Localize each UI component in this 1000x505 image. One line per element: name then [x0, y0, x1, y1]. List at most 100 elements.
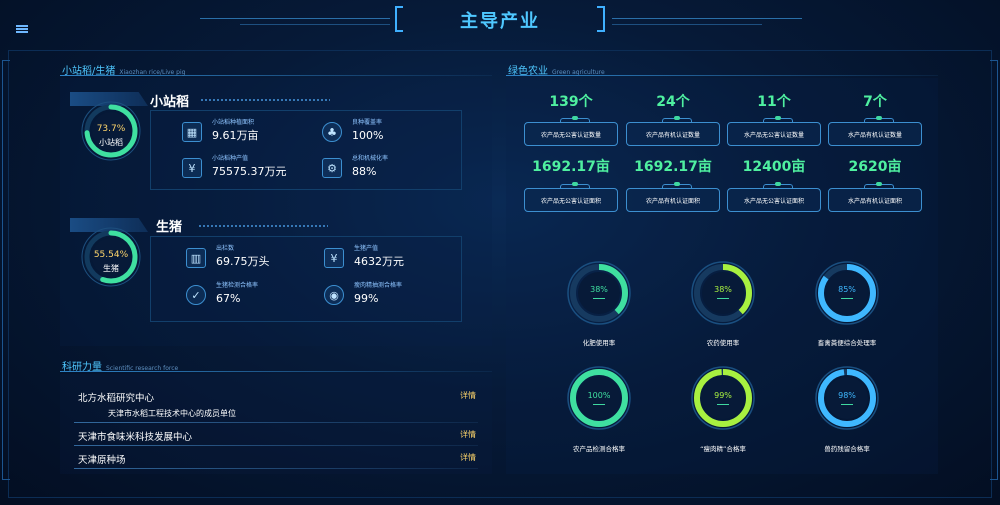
stat-label: 生猪产值 — [354, 245, 379, 252]
card-dot — [674, 116, 680, 120]
research-title-text: 科研力量 — [62, 362, 102, 373]
gauge-line — [841, 404, 853, 405]
rice-pig-title-text: 小站稻/生猪 — [62, 66, 116, 77]
cert-card: 农产品无公害认证数量 — [524, 122, 618, 146]
pig-ring-percent: 55.54% — [93, 250, 129, 260]
area-value: 1692.17亩 — [532, 159, 610, 175]
rice-tab — [70, 92, 148, 106]
card-dot — [876, 116, 882, 120]
gauge-percent: 38% — [714, 285, 732, 294]
card-dot — [876, 182, 882, 186]
rice-pig-underline — [60, 75, 492, 76]
stat-value: 100% — [352, 129, 384, 142]
gauge-outer-ring — [691, 261, 755, 325]
gauge-line — [717, 404, 729, 405]
research-section-title: 科研力量 Scientific research force — [62, 358, 178, 373]
gauge-center — [578, 377, 620, 419]
stat-value: 69.75万头 — [216, 255, 270, 268]
rice-ring-percent: 73.7% — [96, 124, 126, 134]
rice-stats-panel — [150, 110, 462, 190]
research-panel — [60, 374, 492, 474]
stat-label: 瘦肉精抽测合格率 — [354, 282, 403, 289]
yuan-icon: ¥ — [182, 158, 202, 178]
card-dot — [775, 182, 781, 186]
card-dot — [775, 116, 781, 120]
menu-icon[interactable] — [16, 25, 28, 33]
card-dot — [572, 116, 578, 120]
pig-stats-panel — [150, 236, 462, 322]
frame-right-edge — [990, 60, 998, 480]
gauge-percent: 100% — [587, 391, 611, 400]
gauge-arc — [694, 264, 752, 322]
rice-heading: 小站稻 — [150, 95, 190, 110]
pig-ring — [81, 227, 141, 287]
green-title-text: 绿色农业 — [508, 66, 548, 77]
pig-heading: 生猪 — [156, 220, 183, 235]
gauge-outer-ring — [567, 366, 631, 430]
rice-ring-label: 小站稻 — [99, 138, 123, 147]
gauge-label: 兽药残留合格率 — [824, 445, 870, 453]
research-item-1-sub: 天津市水稻工程技术中心的成员单位 — [108, 409, 236, 418]
research-separator — [74, 445, 478, 446]
header-line-left — [200, 18, 390, 19]
stat-label: 生猪检测合格率 — [216, 282, 259, 289]
gauge-percent: 99% — [714, 391, 732, 400]
research-item-name: 天津原种场 — [78, 455, 126, 466]
cert-card: 水产品有机认证数量 — [828, 122, 922, 146]
stat-rice-area: ▦ 小站稻种植面积 9.61万亩 — [182, 119, 259, 143]
seed-icon: ♣ — [322, 122, 342, 142]
research-detail-link[interactable]: 详情 — [460, 453, 476, 462]
page-title: 主导产业 — [460, 11, 540, 32]
green-underline — [506, 75, 938, 76]
pesticide-gauge — [691, 261, 755, 325]
stat-value: 67% — [216, 292, 241, 305]
pig-icon: ◉ — [324, 285, 344, 305]
gauge-outer-ring — [567, 261, 631, 325]
research-detail-link[interactable]: 详情 — [460, 430, 476, 439]
stat-label: 出栏数 — [216, 245, 235, 252]
research-detail-link[interactable]: 详情 — [460, 391, 476, 400]
pig-tab — [70, 218, 148, 232]
pig-ring-label: 生猪 — [103, 264, 119, 273]
tractor-icon: ⚙ — [322, 158, 342, 178]
green-section-title: 绿色农业 Green agriculture — [508, 62, 605, 77]
area-value: 1692.17亩 — [634, 159, 712, 175]
gauge-label: 畜禽粪便综合处理率 — [817, 339, 877, 347]
yuan-icon: ¥ — [324, 248, 344, 268]
gauge-outer-ring — [691, 366, 755, 430]
research-item-name: 北方水稻研究中心 — [78, 393, 155, 404]
gauge-center — [702, 377, 744, 419]
stat-rice-output: ¥ 小站稻种产值 75575.37万元 — [182, 155, 287, 179]
gauge-line — [593, 404, 605, 405]
gauge-arc — [570, 264, 628, 322]
gauge-center — [826, 272, 868, 314]
gauge-percent: 98% — [838, 391, 856, 400]
stat-value: 75575.37万元 — [212, 165, 287, 178]
gauge-center — [702, 272, 744, 314]
gauge-arc — [694, 369, 752, 427]
stat-mechanization: ⚙ 总和机械化率 88% — [322, 155, 388, 179]
gauge-center — [826, 377, 868, 419]
stat-label: 小站稻种植面积 — [212, 119, 255, 126]
manure-gauge — [815, 261, 879, 325]
stat-pig-inspection: ✓ 生猪检测合格率 67% — [186, 282, 258, 306]
gauge-line — [593, 298, 605, 299]
check-icon: ✓ — [186, 285, 206, 305]
gauge-arc — [818, 369, 876, 427]
area-card: 水产品有机认证面积 — [828, 188, 922, 212]
header-line-left-2 — [240, 24, 390, 25]
rice-dots — [200, 98, 330, 102]
outer-frame — [8, 50, 992, 498]
vet-drug-gauge — [815, 366, 879, 430]
stat-seed-coverage: ♣ 良种覆盖率 100% — [322, 119, 383, 143]
stat-label: 良种覆盖率 — [352, 119, 383, 126]
rice-ring — [81, 101, 141, 161]
pig-dots — [198, 224, 328, 228]
gauge-outer-ring — [815, 366, 879, 430]
area-card: 农产品有机认证面积 — [626, 188, 720, 212]
fertilizer-gauge — [567, 261, 631, 325]
research-title-en: Scientific research force — [106, 365, 179, 372]
gauge-arc — [818, 264, 876, 322]
stat-value: 9.61万亩 — [212, 129, 259, 142]
gauge-label: 农药使用率 — [706, 339, 740, 347]
